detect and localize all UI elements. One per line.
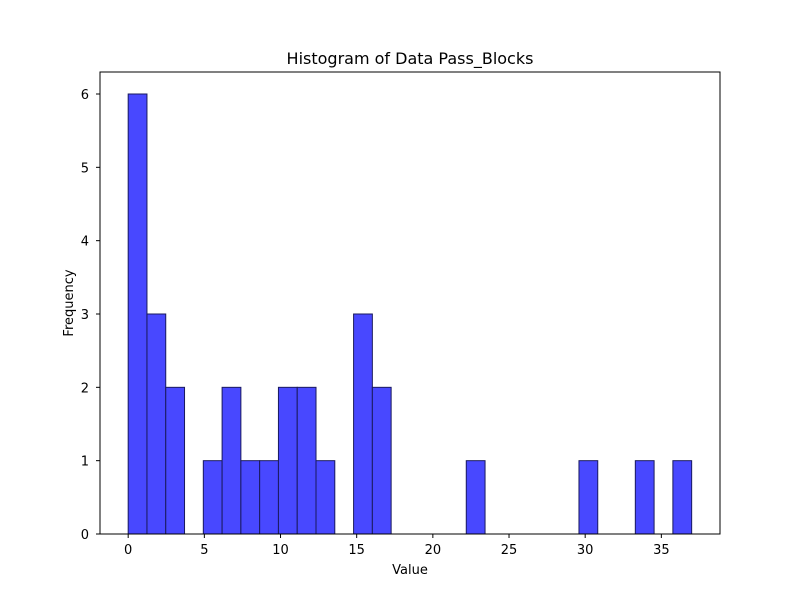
y-axis: 0 1 2 3 4 5 6 xyxy=(81,88,100,543)
x-axis: 0 5 10 15 20 25 30 35 xyxy=(124,534,670,558)
histogram-bar xyxy=(221,386,242,535)
histogram-bar xyxy=(371,386,392,535)
y-tick-label: 1 xyxy=(81,455,89,470)
histogram-bar xyxy=(277,386,298,535)
y-tick-label: 2 xyxy=(81,381,89,396)
y-tick-label: 0 xyxy=(81,528,89,543)
x-tick-label: 30 xyxy=(577,543,594,558)
x-tick-label: 0 xyxy=(124,543,132,558)
histogram-bar xyxy=(672,460,693,535)
histogram-bar xyxy=(578,460,599,535)
histogram-bar xyxy=(127,93,148,535)
histogram-bar xyxy=(259,460,279,535)
chart-title: Histogram of Data Pass_Blocks xyxy=(287,49,534,69)
histogram-bar xyxy=(315,460,336,535)
y-axis-label: Frequency xyxy=(62,269,77,336)
histogram-bars xyxy=(127,93,693,535)
x-axis-label: Value xyxy=(392,563,428,578)
histogram-bar xyxy=(165,386,186,535)
histogram-bar xyxy=(202,460,223,535)
histogram-bar xyxy=(634,460,655,535)
histogram-bar xyxy=(296,386,317,535)
x-tick-label: 5 xyxy=(200,543,208,558)
x-tick-label: 25 xyxy=(501,543,518,558)
histogram-bar xyxy=(146,313,167,535)
histogram-bar xyxy=(240,460,261,535)
x-tick-label: 35 xyxy=(653,543,670,558)
y-tick-label: 3 xyxy=(81,308,89,323)
plot-area xyxy=(99,71,721,535)
y-tick-label: 6 xyxy=(81,88,89,103)
y-tick-label: 5 xyxy=(81,161,89,176)
y-tick-label: 4 xyxy=(81,235,89,250)
x-tick-label: 10 xyxy=(272,543,289,558)
x-tick-label: 20 xyxy=(425,543,442,558)
histogram-bar xyxy=(353,313,373,535)
histogram-bar xyxy=(465,460,486,535)
x-tick-label: 15 xyxy=(348,543,365,558)
